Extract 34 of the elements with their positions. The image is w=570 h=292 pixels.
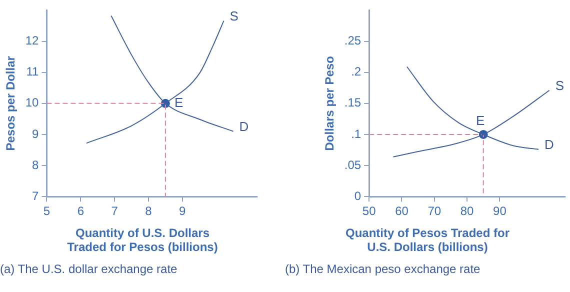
y-axis-title: Dollars per Peso: [322, 56, 337, 151]
x-tick-label: 5: [43, 204, 50, 218]
x-axis-title: Quantity of Pesos Traded for U.S. Dollars (billions): [344, 226, 511, 254]
x-axis-title: Quantity of U.S. Dollars Traded for Pesos (billions): [66, 226, 219, 254]
y-tick-label: 11: [26, 64, 40, 79]
y-tick-label: .25: [344, 34, 362, 48]
x-tick-label: 60: [395, 204, 409, 218]
y-tick-label: 12: [25, 34, 40, 48]
annotation: E: [476, 113, 486, 128]
y-tick-label: .15: [344, 96, 362, 110]
y-tick-label: .2: [351, 64, 362, 79]
x-tick-label: 8: [145, 204, 152, 218]
x-tick-label: 70: [428, 204, 442, 218]
y-tick-label: .05: [344, 158, 362, 172]
x-tick-label: 9: [179, 204, 186, 218]
annotation: E: [174, 94, 184, 110]
series-label: S: [230, 8, 239, 24]
y-tick-label: 7: [32, 188, 40, 203]
series-label: D: [239, 118, 249, 134]
x-tick-label: 50: [362, 204, 376, 218]
series-label: D: [544, 136, 554, 152]
text: (a) The U.S. dollar exchange rate: [0, 262, 178, 276]
x-tick-label: 80: [460, 204, 474, 218]
y-tick-label: 8: [32, 158, 40, 172]
y-tick-label: .1: [351, 126, 362, 141]
x-tick-label: 90: [493, 204, 507, 218]
series-label: S: [555, 78, 564, 93]
y-tick-label: 9: [32, 126, 40, 141]
x-tick-label: 7: [111, 204, 118, 218]
text: (b) The Mexican peso exchange rate: [285, 262, 482, 276]
x-tick-label: 6: [77, 204, 84, 218]
y-tick-label: 10: [25, 96, 40, 110]
y-tick-label: 0: [354, 188, 362, 203]
y-axis-title: Pesos per Dollar: [4, 56, 18, 151]
